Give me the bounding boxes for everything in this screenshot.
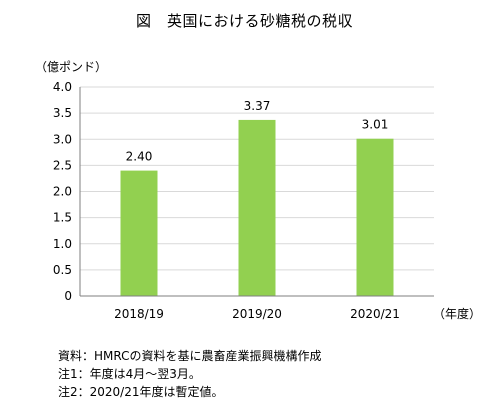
- value-label: 2.40: [126, 150, 153, 164]
- y-tick-label: 2.5: [53, 158, 72, 172]
- x-axis-unit-label: （年度）: [433, 306, 481, 321]
- y-axis-tick-labels: 0 0.5 1.0 1.5 2.0 2.5 3.0 3.5 4.0: [53, 80, 72, 303]
- bar-2020-21: [356, 138, 394, 296]
- y-tick-label: 3.0: [53, 132, 72, 146]
- y-tick-label: 0.5: [53, 263, 72, 277]
- note-source: 資料：HMRCの資料を基に農畜産業振興機構作成: [58, 349, 322, 363]
- note-2: 注2：2020/21年度は暫定値。: [58, 385, 224, 399]
- y-axis-unit-label: （億ポンド）: [35, 60, 108, 74]
- notes: 資料：HMRCの資料を基に農畜産業振興機構作成 注1：年度は4月～翌3月。 注2…: [58, 347, 322, 401]
- value-label: 3.37: [244, 99, 271, 113]
- bar-2018-19: [120, 170, 158, 296]
- y-tick-label: 3.5: [53, 106, 72, 120]
- chart-title: 図 英国における砂糖税の税収: [135, 12, 353, 30]
- axes: [79, 87, 434, 297]
- note-1: 注1：年度は4月～翌3月。: [58, 367, 201, 381]
- y-tick-label: 1.5: [53, 211, 72, 225]
- x-tick-label: 2020/21: [350, 307, 400, 321]
- y-tick-label: 0: [64, 289, 72, 303]
- bars: [120, 119, 394, 296]
- x-tick-label: 2018/19: [114, 307, 164, 321]
- value-labels: 2.40 3.37 3.01: [126, 99, 389, 164]
- y-tick-label: 4.0: [53, 80, 72, 94]
- value-label: 3.01: [362, 118, 389, 132]
- y-tick-label: 1.0: [53, 237, 72, 251]
- y-tick-label: 2.0: [53, 185, 72, 199]
- x-axis-tick-labels: 2018/19 2019/20 2020/21 （年度）: [114, 306, 481, 321]
- bar-2019-20: [238, 119, 276, 296]
- x-tick-label: 2019/20: [232, 307, 282, 321]
